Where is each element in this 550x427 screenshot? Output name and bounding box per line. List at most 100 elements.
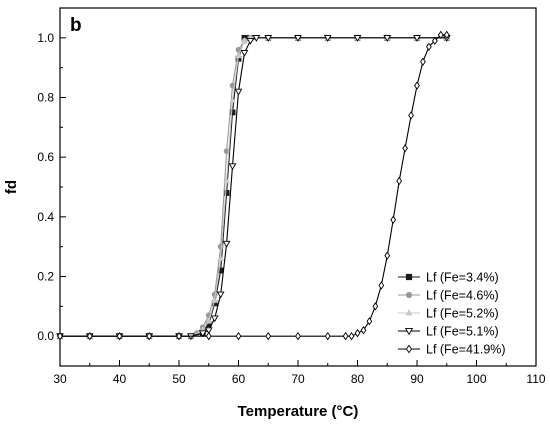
series-layer bbox=[56, 30, 451, 341]
data-point bbox=[229, 96, 236, 103]
x-tick-label: 40 bbox=[113, 372, 127, 386]
data-point bbox=[57, 331, 63, 341]
y-tick-label: 0.2 bbox=[37, 270, 54, 284]
data-point bbox=[176, 331, 182, 341]
data-point bbox=[294, 35, 302, 42]
data-point bbox=[240, 49, 249, 57]
x-tick-label: 50 bbox=[172, 372, 186, 386]
data-point bbox=[323, 35, 332, 42]
legend-marker bbox=[405, 344, 413, 354]
data-point bbox=[223, 177, 230, 184]
data-point bbox=[342, 331, 349, 341]
data-point bbox=[348, 331, 355, 341]
x-axis-ticks: 30 40 50 60 70 80 90 100 110 bbox=[53, 360, 546, 386]
x-tick-label: 80 bbox=[351, 372, 365, 386]
data-point bbox=[217, 243, 224, 250]
x-tick-label: 30 bbox=[53, 372, 67, 386]
series-line bbox=[60, 37, 447, 337]
data-point bbox=[390, 215, 397, 224]
data-point bbox=[295, 331, 301, 341]
y-tick-label: 1.0 bbox=[37, 31, 54, 45]
data-point bbox=[241, 37, 248, 44]
data-point bbox=[234, 88, 243, 96]
data-point bbox=[402, 144, 408, 153]
series-line bbox=[60, 37, 447, 337]
data-point bbox=[420, 57, 426, 66]
legend-marker bbox=[405, 273, 413, 281]
data-point bbox=[146, 331, 153, 341]
data-point bbox=[354, 329, 361, 338]
series-line bbox=[60, 37, 447, 337]
data-point bbox=[228, 163, 237, 171]
series-2 bbox=[57, 34, 450, 340]
data-point bbox=[116, 331, 123, 341]
y-axis-title: fd bbox=[3, 180, 20, 194]
data-point bbox=[443, 30, 450, 40]
data-point bbox=[426, 42, 432, 51]
data-point bbox=[205, 331, 212, 341]
x-tick-label: 100 bbox=[466, 372, 486, 386]
data-point bbox=[246, 38, 255, 45]
data-point bbox=[217, 254, 225, 261]
legend-marker bbox=[404, 328, 414, 336]
panel-label: b bbox=[70, 15, 82, 36]
legend-label: Lf (Fe=5.2%) bbox=[426, 307, 499, 321]
data-point bbox=[211, 291, 218, 298]
y-tick-label: 0.4 bbox=[37, 210, 54, 224]
data-point bbox=[383, 35, 392, 42]
data-point bbox=[235, 51, 242, 59]
series-5 bbox=[57, 30, 450, 341]
y-tick-label: 0.0 bbox=[37, 329, 54, 343]
data-point bbox=[408, 111, 414, 120]
x-tick-label: 60 bbox=[232, 372, 246, 386]
data-point bbox=[211, 296, 219, 303]
x-tick-label: 70 bbox=[291, 372, 305, 386]
legend-item: Lf (Fe=3.4%) bbox=[398, 271, 499, 285]
data-point bbox=[324, 331, 331, 341]
x-tick-label: 110 bbox=[526, 372, 545, 386]
data-point bbox=[235, 331, 242, 341]
data-point bbox=[216, 291, 225, 299]
legend-marker bbox=[405, 309, 413, 316]
series-3 bbox=[56, 34, 451, 339]
legend-item: Lf (Fe=4.6%) bbox=[398, 289, 499, 303]
legend: Lf (Fe=3.4%) Lf (Fe=4.6%) Lf (Fe=5.2%) Lf (… bbox=[398, 271, 506, 357]
data-point bbox=[205, 317, 213, 324]
legend-label: Lf (Fe=4.6%) bbox=[426, 289, 499, 303]
data-point bbox=[264, 35, 273, 42]
data-point bbox=[204, 327, 213, 335]
data-point bbox=[360, 326, 367, 335]
y-axis-ticks: 0.0 0.2 0.4 0.6 0.8 1.0 bbox=[37, 7, 66, 343]
data-point bbox=[431, 36, 438, 45]
legend-item: Lf (Fe=5.2%) bbox=[398, 307, 499, 321]
legend-item: Lf (Fe=5.1%) bbox=[398, 325, 499, 339]
series-4 bbox=[56, 35, 451, 341]
data-point bbox=[353, 35, 362, 42]
data-point bbox=[222, 240, 231, 248]
y-tick-label: 0.8 bbox=[37, 91, 54, 105]
data-point bbox=[198, 330, 207, 338]
data-point bbox=[265, 331, 272, 341]
data-point bbox=[384, 251, 391, 260]
legend-label: Lf (Fe=5.1%) bbox=[426, 325, 499, 339]
data-point bbox=[86, 331, 93, 341]
data-point bbox=[366, 317, 373, 326]
y-tick-label: 0.6 bbox=[37, 150, 54, 164]
data-point bbox=[414, 81, 420, 90]
x-tick-label: 90 bbox=[410, 372, 424, 386]
data-point bbox=[223, 190, 230, 196]
series-1 bbox=[57, 34, 450, 340]
data-point bbox=[378, 281, 385, 290]
data-point bbox=[396, 176, 403, 186]
data-point bbox=[437, 30, 444, 40]
data-point bbox=[372, 302, 379, 311]
legend-label: Lf (Fe=41.9%) bbox=[426, 343, 506, 357]
series-line bbox=[60, 34, 447, 337]
data-point bbox=[252, 35, 261, 42]
data-point bbox=[210, 315, 219, 323]
legend-label: Lf (Fe=3.4%) bbox=[426, 271, 499, 285]
x-axis-title: Temperature (°C) bbox=[238, 403, 359, 420]
data-point bbox=[413, 35, 421, 42]
legend-item: Lf (Fe=41.9%) bbox=[398, 343, 506, 357]
